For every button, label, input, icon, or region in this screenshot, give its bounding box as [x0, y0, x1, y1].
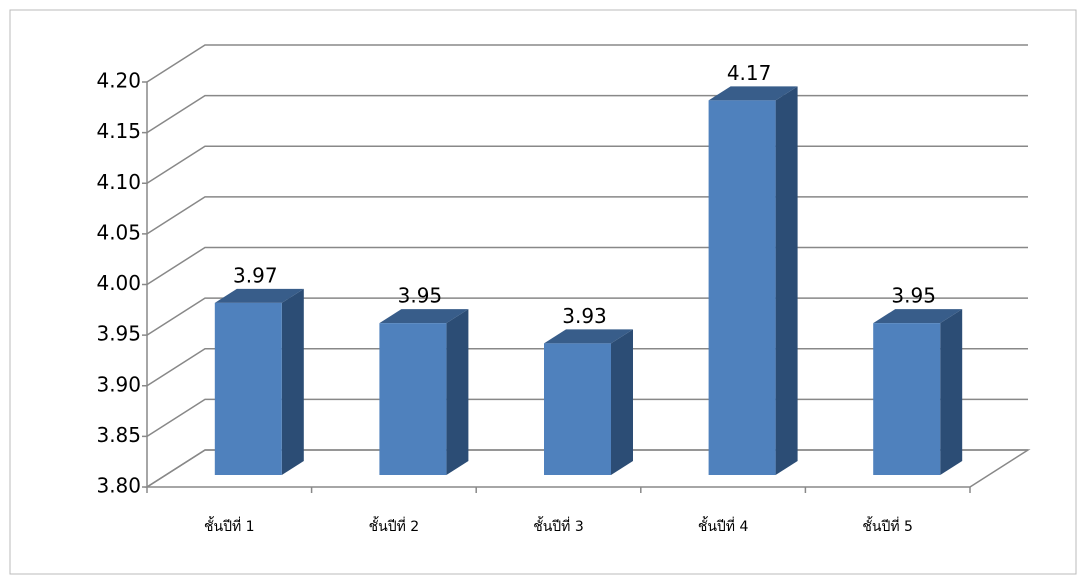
y-tick-label: 4.05 [96, 220, 141, 244]
bar-side [775, 86, 798, 475]
y-tick-label: 3.85 [96, 423, 141, 447]
data-label: 3.95 [891, 284, 936, 308]
bar [708, 100, 776, 475]
bar-side [446, 309, 469, 475]
bar [544, 343, 611, 475]
x-tick-label: ชั้นปีที่ 2 [369, 516, 420, 535]
y-tick-label: 3.80 [96, 474, 141, 498]
data-label: 3.97 [233, 263, 278, 287]
chart-frame [9, 9, 1077, 575]
bar-side [281, 288, 304, 475]
bar-top [544, 329, 633, 344]
bar-top [379, 309, 469, 324]
x-tick-label: ชั้นปีที่ 3 [533, 516, 584, 535]
bar-top [873, 309, 963, 324]
bar-side [611, 329, 633, 475]
x-tick-label: ชั้นปีที่ 1 [204, 516, 255, 535]
bar-side [940, 309, 963, 475]
y-tick-label: 3.95 [96, 322, 141, 346]
y-tick-label: 4.10 [96, 170, 141, 194]
bar-top [708, 86, 798, 101]
y-tick-label: 4.15 [96, 119, 141, 143]
y-tick-label: 4.00 [96, 271, 141, 295]
bar [873, 323, 941, 475]
data-label: 3.93 [562, 304, 607, 328]
bar [214, 302, 282, 475]
data-label: 4.17 [727, 61, 772, 85]
x-tick-label: ชั้นปีที่ 5 [862, 516, 913, 535]
y-tick-label: 4.20 [96, 69, 141, 93]
x-tick-label: ชั้นปีที่ 4 [698, 516, 749, 535]
data-label: 3.95 [398, 284, 443, 308]
y-tick-label: 3.90 [96, 372, 141, 396]
bar [379, 323, 447, 475]
grid-line [146, 44, 1028, 83]
bar-top [214, 288, 304, 303]
